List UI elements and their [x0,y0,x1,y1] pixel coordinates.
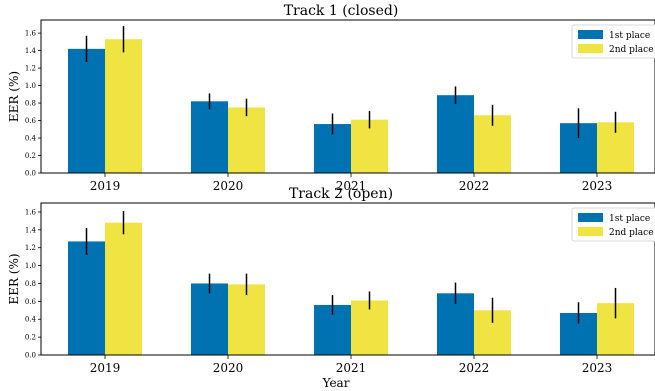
x-tick-label: 2020 [213,179,244,193]
bar-second-2020 [228,284,265,355]
y-tick-label: 0.2 [25,334,36,342]
legend-swatch-second [578,227,603,236]
x-axis-label: Year [322,376,350,390]
y-axis-label: EER (%) [7,71,21,122]
y-tick-label: 0.0 [25,352,36,360]
chart-panel-2: 2019 2020 2021 2022 2023 0.0 0.2 0.4 0.6 0.8 1.0 1.… [7,186,655,390]
y-axis-label: EER (%) [7,253,21,304]
legend: 1st place 2nd place [571,207,655,242]
y-tick-label: 0.4 [25,135,37,143]
chart-title: Track 2 (open) [289,186,393,202]
legend: 1st place 2nd place [571,24,655,59]
y-tick-label: 1.0 [25,82,36,90]
x-tick-label: 2023 [582,179,613,193]
x-tick-label: 2023 [582,361,613,375]
x-tick-label: 2021 [336,361,367,375]
y-tick-label: 1.2 [25,65,36,73]
legend-label-first: 1st place [609,214,650,224]
y-tick-label: 0.0 [25,170,36,178]
y-tick-label: 0.6 [25,298,37,306]
legend-swatch-second [578,44,603,53]
y-tick-label: 1.4 [25,226,37,234]
legend-label-second: 2nd place [609,45,654,55]
x-tick-label: 2021 [336,179,367,193]
y-tick-label: 0.2 [25,152,36,160]
bar-first-2020 [191,283,228,355]
y-tick-label: 1.0 [25,262,36,270]
y-tick-label: 1.4 [25,47,37,55]
bar-second-2020 [228,107,265,173]
y-tick-label: 0.8 [25,100,36,108]
x-tick-label: 2020 [213,361,244,375]
y-tick-label: 1.6 [25,30,37,38]
legend-label-first: 1st place [609,31,650,41]
x-tick-label: 2019 [90,361,121,375]
chart-panel-1: 2019 2020 2021 2022 2023 0.0 0.2 0.4 0.6 0.8 1.0 1.… [7,3,655,193]
axes-frame [40,202,655,356]
axes-frame [40,19,655,174]
chart-title: Track 1 (closed) [284,3,399,19]
bar-second-2019 [105,222,142,355]
bar-second-2021 [351,300,388,355]
legend-swatch-first [578,30,603,39]
bar-second-2019 [105,39,142,174]
y-tick-label: 1.2 [25,244,36,252]
legend-swatch-first [578,213,603,222]
x-tick-label: 2019 [90,179,121,193]
y-tick-label: 0.4 [25,316,37,324]
x-tick-label: 2022 [459,179,490,193]
bar-first-2020 [191,101,228,173]
y-tick-label: 0.6 [25,117,37,125]
bar-second-2021 [351,119,388,173]
x-tick-label: 2022 [459,361,490,375]
bar-first-2022 [437,95,474,173]
bar-first-2019 [68,48,105,174]
bar-first-2019 [68,241,105,355]
legend-label-second: 2nd place [609,228,654,238]
y-tick-label: 0.8 [25,280,36,288]
y-tick-label: 1.6 [25,208,37,216]
